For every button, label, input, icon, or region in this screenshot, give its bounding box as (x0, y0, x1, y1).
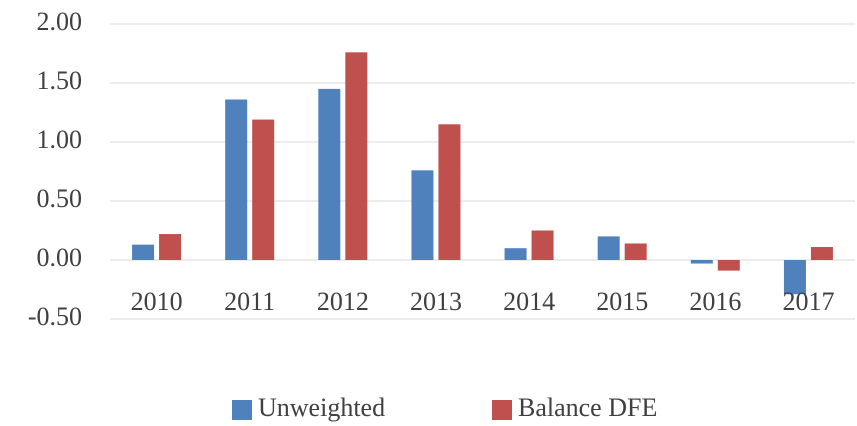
bar (531, 230, 554, 260)
x-tick-label: 2010 (131, 287, 183, 316)
bar (597, 236, 620, 260)
bar (624, 243, 647, 260)
y-tick-label: 1.50 (37, 66, 83, 95)
x-tick-label: 2015 (596, 287, 648, 316)
bar (132, 244, 155, 260)
y-tick-label: 2.00 (37, 7, 83, 36)
x-tick-label: 2011 (224, 287, 275, 316)
y-tick-label: 0.00 (37, 243, 83, 272)
x-tick-label: 2013 (410, 287, 462, 316)
y-tick-label: -0.50 (28, 302, 82, 331)
x-tick-label: 2012 (317, 287, 369, 316)
x-tick-label: 2017 (782, 287, 834, 316)
bar (345, 52, 368, 260)
bar (717, 260, 740, 271)
bar (810, 247, 833, 260)
bar (783, 260, 806, 295)
x-tick-label: 2014 (503, 287, 555, 316)
legend-label: Unweighted (258, 393, 385, 422)
y-tick-label: 1.00 (37, 125, 83, 154)
x-tick-label: 2016 (689, 287, 741, 316)
legend-label: Balance DFE (518, 393, 657, 422)
bar (318, 88, 341, 261)
bar (690, 260, 713, 264)
bar (411, 170, 434, 260)
bar (252, 119, 275, 260)
bar (504, 248, 527, 260)
bar (159, 234, 182, 260)
y-tick-label: 0.50 (37, 184, 83, 213)
legend-swatch (492, 400, 512, 420)
legend-swatch (232, 400, 252, 420)
bar (225, 99, 248, 261)
bar (438, 124, 461, 260)
